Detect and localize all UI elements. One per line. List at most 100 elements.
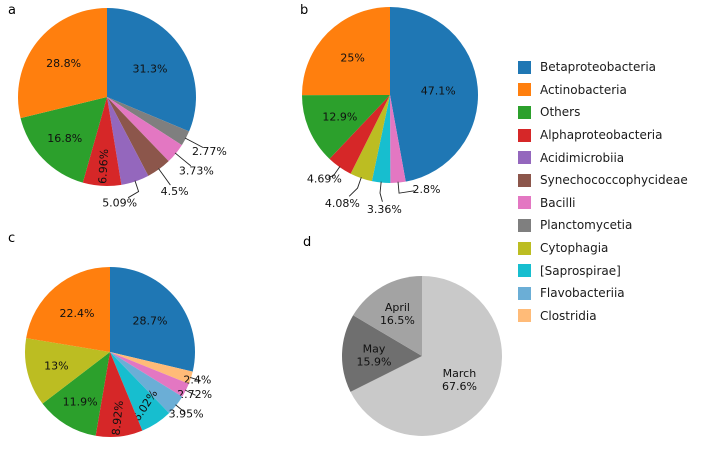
label-leader-line (175, 404, 186, 413)
panel-label-d: d (303, 235, 312, 250)
pie-slice-actinobacteria (26, 267, 111, 352)
legend-label: Acidimicrobiia (540, 150, 625, 165)
slice-label: March 67.6% (442, 367, 477, 393)
legend-swatch (518, 105, 531, 119)
legend-item: Alphaproteobacteria (518, 124, 688, 147)
legend-label: Alphaproteobacteria (540, 128, 663, 143)
slice-label: 12.9% (322, 111, 357, 124)
slice-label: 3.36% (367, 203, 402, 216)
pie-slice-bacilli (110, 352, 189, 397)
legend-swatch (518, 264, 531, 278)
legend-swatch (518, 286, 531, 300)
legend-swatch (518, 151, 531, 165)
label-leader-line (174, 152, 192, 167)
legend: Betaproteobacteria Actinobacteria Others Al… (518, 56, 688, 327)
pie-chart-c: 28.7%2.4%2.72%3.95%6.02%8.92%11.9%13%22.… (25, 267, 212, 437)
legend-swatch (518, 218, 531, 232)
legend-swatch (518, 173, 531, 187)
legend-label: Actinobacteria (540, 82, 627, 97)
pie-slice-others (42, 352, 110, 436)
slice-label: 16.8% (47, 132, 82, 145)
pie-slice-betaproteobacteria (110, 267, 195, 372)
panel-label-a: a (8, 3, 16, 18)
label-leader-line (184, 137, 204, 148)
pie-slice-others (20, 97, 107, 183)
slice-label: 2.8% (413, 183, 441, 196)
pie-slice-actinobacteria (17, 8, 108, 119)
legend-swatch (518, 309, 531, 323)
pie-slice-alphaproteobacteria (329, 95, 390, 174)
pie-slice-bacilli (390, 95, 406, 183)
legend-item: Clostridia (518, 305, 688, 328)
legend-item: Others (518, 101, 688, 124)
slice-label: 13% (44, 359, 68, 372)
label-leader-line (127, 180, 140, 199)
label-leader-line (397, 181, 415, 194)
slice-label: 2.4% (183, 373, 211, 386)
slice-label: 47.1% (421, 85, 456, 98)
slice-label: 28.8% (46, 57, 81, 70)
slice-label: 25% (340, 52, 364, 65)
legend-item: Bacilli (518, 192, 688, 215)
legend-label: Cytophagia (540, 241, 609, 256)
slice-label: 5.09% (102, 197, 137, 210)
label-leader-line (190, 377, 201, 382)
label-leader-line (328, 166, 341, 178)
slice-label: 4.5% (161, 185, 189, 198)
legend-item: Flavobacteriia (518, 282, 688, 305)
pie-slice-others (302, 95, 390, 159)
legend-label: Others (540, 105, 581, 120)
pie-slice-bacilli (107, 97, 182, 162)
pie-slice-acidimicrobiia (107, 97, 149, 185)
pie-slice-may (341, 315, 422, 392)
label-leader-line (379, 181, 383, 202)
slice-label: 3.95% (169, 407, 204, 420)
legend-label: Clostridia (540, 308, 597, 323)
legend-label: Planctomycetia (540, 218, 633, 233)
legend-label: Betaproteobacteria (540, 60, 657, 75)
pie-slice-march (350, 276, 502, 437)
pie-slice-cytophagia (350, 95, 390, 182)
pie-chart-b: 47.1% 2.8% 3.36% 4.08% 4.69% 12.9% 25% (302, 7, 478, 216)
slice-label: 22.4% (60, 307, 95, 320)
slice-label: 28.7% (133, 314, 168, 327)
pie-slice-saprospirae (110, 352, 170, 431)
pie-slice-planctomycetia (107, 97, 190, 146)
panel-label-c: c (8, 231, 16, 246)
slice-label: 2.72% (177, 388, 212, 401)
label-leader-line (348, 177, 362, 197)
label-leader-line (158, 168, 171, 186)
slice-label: May 15.9% (357, 342, 392, 368)
panel-label-b: b (300, 3, 309, 18)
pie-slice-april (353, 276, 422, 356)
pie-slice-synechococcophycideae (107, 97, 169, 176)
pie-slice-alphaproteobacteria (95, 352, 143, 437)
legend-swatch (518, 60, 531, 74)
pie-slice-cytophagia (25, 338, 110, 404)
slice-label: 8.92% (110, 400, 127, 436)
pie-slice-actinobacteria (302, 7, 390, 96)
pie-chart-d: March 67.6% May 15.9% April 16.5% (341, 276, 502, 437)
legend-swatch (518, 128, 531, 142)
legend-item: Acidimicrobiia (518, 146, 688, 169)
pie-slice-saprospirae (371, 95, 391, 184)
legend-item: Cytophagia (518, 237, 688, 260)
legend-label: Synechococcophycideae (540, 173, 688, 188)
pie-slice-betaproteobacteria (390, 7, 478, 182)
pie-slice-alphaproteobacteria (82, 97, 122, 187)
slice-label: 3.73% (179, 164, 214, 177)
legend-label: Flavobacteriia (540, 286, 625, 301)
pie-slice-clostridia (110, 352, 193, 384)
legend-item: Planctomycetia (518, 214, 688, 237)
legend-item: Betaproteobacteria (518, 56, 688, 79)
slice-label: 31.3% (133, 62, 168, 75)
legend-swatch (518, 83, 531, 97)
slice-label: 4.08% (325, 197, 360, 210)
slice-label: 6.96% (96, 149, 111, 185)
legend-label: Bacilli (540, 195, 576, 210)
slice-label: April 16.5% (380, 301, 415, 327)
legend-item: Actinobacteria (518, 79, 688, 102)
slice-label: 4.69% (307, 173, 342, 186)
